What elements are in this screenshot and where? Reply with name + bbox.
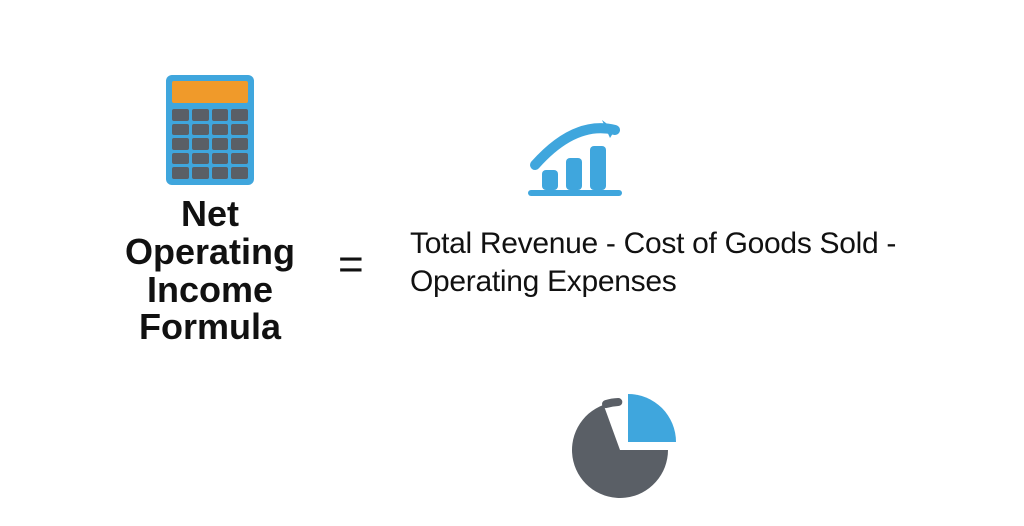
growth-chart-icon	[520, 110, 970, 205]
title-line-4: Formula	[125, 308, 295, 346]
formula-text: Total Revenue - Cost of Goods Sold - Ope…	[410, 225, 970, 300]
pie-chart-icon	[560, 380, 690, 515]
calculator-key	[172, 153, 189, 165]
calculator-key	[172, 109, 189, 121]
infographic-canvas: Net Operating Income Formula = Total Rev…	[0, 0, 1024, 526]
formula-line-1: Total Revenue - Cost of Goods Sold -	[410, 225, 970, 263]
equals-sign: =	[338, 240, 364, 290]
formula-title: Net Operating Income Formula	[125, 195, 295, 346]
calculator-key	[231, 167, 248, 179]
calculator-keys	[172, 109, 248, 179]
calculator-key	[231, 153, 248, 165]
calculator-key	[192, 124, 209, 136]
calculator-key	[192, 167, 209, 179]
calculator-key	[231, 124, 248, 136]
calculator-key	[212, 124, 229, 136]
calculator-key	[192, 138, 209, 150]
title-line-2: Operating	[125, 233, 295, 271]
calculator-key	[192, 109, 209, 121]
title-line-3: Income	[125, 271, 295, 309]
calculator-key	[212, 167, 229, 179]
calculator-key	[212, 109, 229, 121]
calculator-key	[231, 138, 248, 150]
calculator-key	[172, 124, 189, 136]
calculator-key	[172, 138, 189, 150]
formula-line-2: Operating Expenses	[410, 263, 970, 301]
calculator-key	[212, 153, 229, 165]
calculator-key	[212, 138, 229, 150]
calculator-key	[231, 109, 248, 121]
calculator-key	[172, 167, 189, 179]
calculator-icon	[166, 75, 254, 185]
right-column: Total Revenue - Cost of Goods Sold - Ope…	[410, 110, 970, 300]
left-column: Net Operating Income Formula	[95, 75, 325, 346]
calculator-screen	[172, 81, 248, 103]
calculator-key	[192, 153, 209, 165]
title-line-1: Net	[125, 195, 295, 233]
